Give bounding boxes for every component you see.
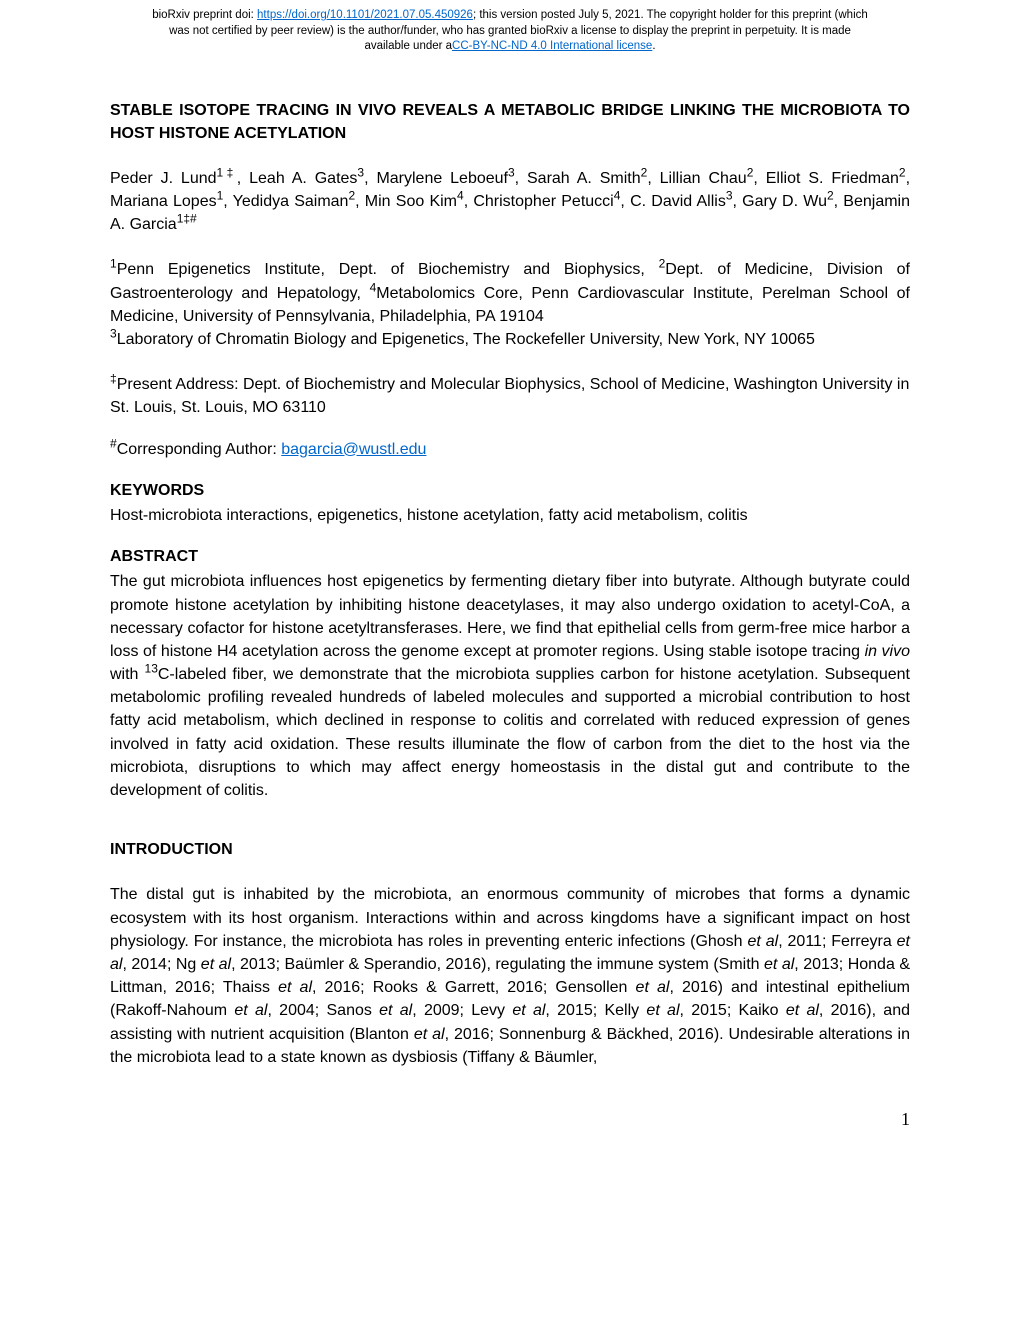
keywords-text: Host-microbiota interactions, epigenetic…	[110, 504, 910, 527]
page-number: 1	[0, 1099, 1020, 1150]
header-line3-post: .	[652, 40, 655, 52]
preprint-header: bioRxiv preprint doi: https://doi.org/10…	[0, 0, 1020, 59]
keywords-heading: KEYWORDS	[110, 479, 910, 502]
page-content: STABLE ISOTOPE TRACING IN VIVO REVEALS A…	[0, 59, 1020, 1099]
introduction-heading: INTRODUCTION	[110, 838, 910, 861]
header-line2: was not certified by peer review) is the…	[169, 25, 851, 37]
header-line1-post: ; this version posted July 5, 2021. The …	[473, 9, 868, 21]
license-link[interactable]: CC-BY-NC-ND 4.0 International license	[452, 40, 652, 52]
affiliations-list: 1Penn Epigenetics Institute, Dept. of Bi…	[110, 258, 910, 351]
present-address: ‡Present Address: Dept. of Biochemistry …	[110, 373, 910, 419]
paper-title: STABLE ISOTOPE TRACING IN VIVO REVEALS A…	[110, 99, 910, 145]
authors-list: Peder J. Lund1‡, Leah A. Gates3, Marylen…	[110, 167, 910, 237]
corresponding-pre: #Corresponding Author:	[110, 441, 281, 458]
abstract-text: The gut microbiota influences host epige…	[110, 570, 910, 802]
doi-link[interactable]: https://doi.org/10.1101/2021.07.05.45092…	[257, 9, 473, 21]
abstract-heading: ABSTRACT	[110, 545, 910, 568]
introduction-text: The distal gut is inhabited by the micro…	[110, 883, 910, 1069]
header-line1-pre: bioRxiv preprint doi:	[152, 9, 257, 21]
corresponding-author: #Corresponding Author: bagarcia@wustl.ed…	[110, 438, 910, 461]
corresponding-email-link[interactable]: bagarcia@wustl.edu	[281, 441, 426, 458]
header-line3-pre: available under a	[364, 40, 452, 52]
